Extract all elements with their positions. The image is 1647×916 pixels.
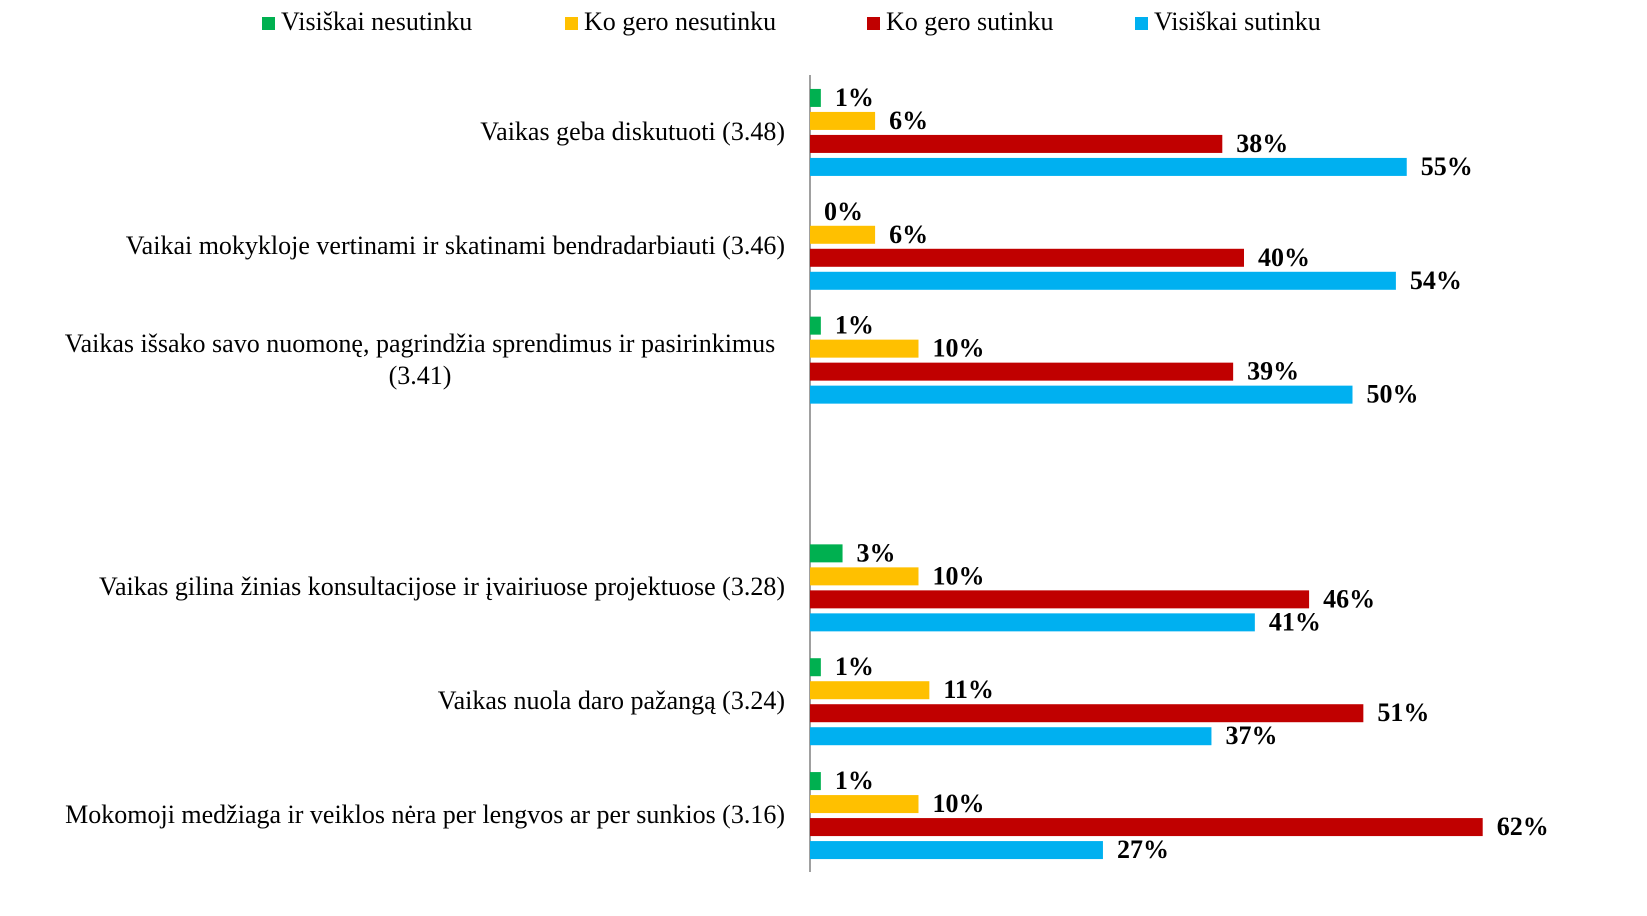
category-label: Vaikas išsako savo nuomonę, pagrindžia s… [5, 328, 785, 392]
data-label: 1% [835, 83, 874, 112]
data-label: 62% [1497, 812, 1549, 841]
bar [810, 795, 919, 814]
category-text: Vaikas nuola daro pažangą (3.24) [437, 686, 785, 716]
legend-label: Ko gero sutinku [886, 7, 1054, 36]
bar [810, 818, 1483, 837]
legend-label: Visiškai sutinku [1154, 7, 1321, 36]
data-label: 11% [943, 675, 994, 704]
data-label: 1% [835, 652, 874, 681]
data-label: 46% [1323, 584, 1375, 613]
bar [810, 727, 1212, 746]
data-label: 54% [1410, 266, 1462, 295]
data-label: 37% [1225, 721, 1277, 750]
legend-swatch [565, 17, 578, 30]
legend-label: Ko gero nesutinku [584, 7, 776, 36]
data-label: 6% [889, 106, 928, 135]
category-text: Vaikas išsako savo nuomonę, pagrindžia s… [64, 328, 776, 390]
bar [810, 225, 876, 244]
data-label: 10% [933, 789, 985, 818]
data-label: 3% [857, 538, 896, 567]
bar [810, 841, 1103, 860]
data-label: 10% [933, 334, 985, 363]
legend-swatch [1135, 17, 1148, 30]
data-label: 50% [1367, 380, 1419, 409]
bar [810, 88, 821, 107]
category-text: Mokomoji medžiaga ir veiklos nėra per le… [65, 800, 785, 830]
legend-label: Visiškai nesutinku [281, 7, 472, 36]
bar [810, 704, 1364, 723]
bar [810, 339, 919, 358]
category-text: Vaikas geba diskutuoti (3.48) [480, 116, 785, 146]
bar [810, 613, 1255, 632]
bar [810, 544, 843, 563]
data-label: 1% [835, 311, 874, 340]
bar [810, 772, 821, 791]
data-label: 1% [835, 766, 874, 795]
bar [810, 567, 919, 586]
bar [810, 385, 1353, 404]
category-text: Vaikas gilina žinias konsultacijose ir į… [99, 572, 785, 602]
legend-swatch [867, 17, 880, 30]
bar [810, 157, 1407, 176]
data-label: 38% [1236, 129, 1288, 158]
category-label: Vaikas geba diskutuoti (3.48) [5, 116, 785, 148]
bar [810, 271, 1396, 290]
bar [810, 316, 821, 335]
data-label: 6% [889, 220, 928, 249]
bar [810, 248, 1244, 267]
bar [810, 658, 821, 677]
bar [810, 111, 876, 130]
bar [810, 134, 1223, 153]
bar [810, 590, 1310, 609]
data-label: 0% [824, 197, 863, 226]
category-label: Vaikas gilina žinias konsultacijose ir į… [5, 571, 785, 603]
bar [810, 362, 1234, 381]
data-label: 27% [1117, 835, 1169, 864]
category-label: Vaikas nuola daro pažangą (3.24) [5, 685, 785, 717]
legend-swatch [262, 17, 275, 30]
data-label: 41% [1269, 607, 1321, 636]
data-label: 40% [1258, 243, 1310, 272]
data-label: 10% [933, 561, 985, 590]
category-label: Mokomoji medžiaga ir veiklos nėra per le… [5, 799, 785, 831]
bar [810, 681, 930, 700]
data-label: 39% [1247, 357, 1299, 386]
data-label: 55% [1421, 152, 1473, 181]
category-text: Vaikai mokykloje vertinami ir skatinami … [125, 230, 785, 260]
category-label: Vaikai mokykloje vertinami ir skatinami … [5, 230, 785, 262]
data-label: 51% [1377, 698, 1429, 727]
